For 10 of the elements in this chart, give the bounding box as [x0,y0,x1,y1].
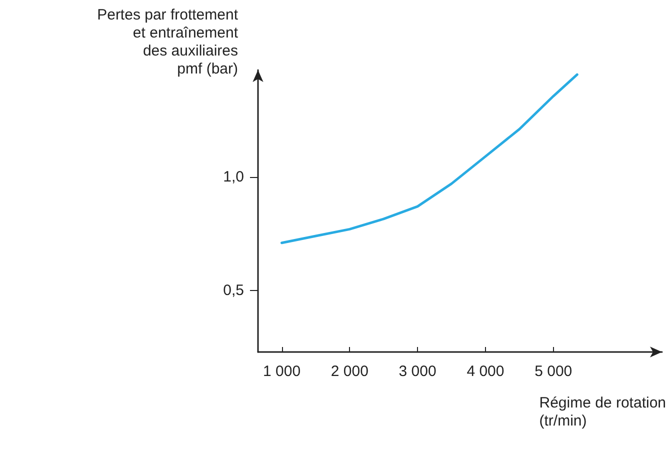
x-tick-label: 4 000 [466,363,504,380]
x-axis-title: Régime de rotation (tr/min) [539,394,666,430]
y-tick-label: 0,5 [223,282,244,300]
x-tick-label: 1 000 [262,363,301,380]
x-tick-label: 2 000 [330,363,368,380]
x-tick-label: 5 000 [534,363,572,380]
y-tick-label: 1,0 [223,168,244,186]
x-tick-label: 3 000 [398,363,436,380]
y-axis-title: Pertes par frottement et entraînement des auxiliaires pmf (bar) [97,6,239,78]
line-series [280,73,578,244]
